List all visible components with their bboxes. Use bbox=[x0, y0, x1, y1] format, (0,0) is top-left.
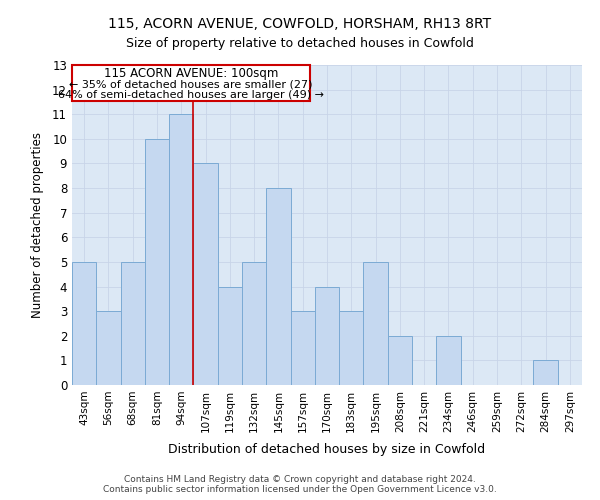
Bar bbox=[315, 286, 339, 385]
Bar bbox=[218, 286, 242, 385]
Text: 64% of semi-detached houses are larger (49) →: 64% of semi-detached houses are larger (… bbox=[58, 90, 324, 101]
Bar bbox=[388, 336, 412, 385]
Text: Contains HM Land Registry data © Crown copyright and database right 2024.: Contains HM Land Registry data © Crown c… bbox=[124, 476, 476, 484]
Bar bbox=[533, 360, 558, 385]
Text: Contains public sector information licensed under the Open Government Licence v3: Contains public sector information licen… bbox=[103, 486, 497, 494]
Bar bbox=[145, 139, 169, 385]
Y-axis label: Number of detached properties: Number of detached properties bbox=[31, 132, 44, 318]
Text: Size of property relative to detached houses in Cowfold: Size of property relative to detached ho… bbox=[126, 38, 474, 51]
Bar bbox=[436, 336, 461, 385]
Bar bbox=[193, 164, 218, 385]
Bar bbox=[72, 262, 96, 385]
Bar bbox=[242, 262, 266, 385]
Bar bbox=[169, 114, 193, 385]
Bar bbox=[72, 65, 310, 100]
Bar bbox=[121, 262, 145, 385]
Bar bbox=[96, 311, 121, 385]
X-axis label: Distribution of detached houses by size in Cowfold: Distribution of detached houses by size … bbox=[169, 443, 485, 456]
Bar bbox=[364, 262, 388, 385]
Bar bbox=[266, 188, 290, 385]
Bar bbox=[290, 311, 315, 385]
Bar bbox=[339, 311, 364, 385]
Text: 115, ACORN AVENUE, COWFOLD, HORSHAM, RH13 8RT: 115, ACORN AVENUE, COWFOLD, HORSHAM, RH1… bbox=[109, 18, 491, 32]
Text: ← 35% of detached houses are smaller (27): ← 35% of detached houses are smaller (27… bbox=[69, 80, 313, 90]
Text: 115 ACORN AVENUE: 100sqm: 115 ACORN AVENUE: 100sqm bbox=[104, 68, 278, 80]
